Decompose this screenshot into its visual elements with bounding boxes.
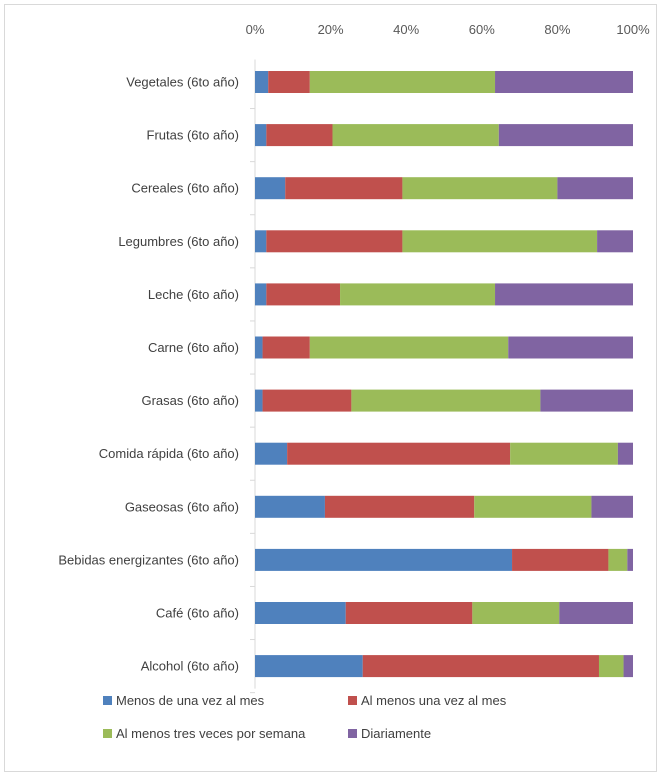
x-tick-label: 20%: [318, 22, 344, 37]
bar-segment-series-1: [255, 283, 267, 306]
x-tick-label: 60%: [469, 22, 495, 37]
category-label: Cereales (6to año): [131, 181, 239, 196]
bar-segment-series-4: [540, 389, 633, 412]
bar-segment-series-4: [591, 495, 633, 518]
legend-label: Diariamente: [361, 726, 431, 741]
bar-segment-series-3: [402, 177, 558, 200]
bar-segment-series-1: [255, 177, 286, 200]
legend-swatch: [103, 729, 112, 738]
legend-swatch: [348, 696, 357, 705]
bar-segment-series-1: [255, 124, 267, 147]
bar-segment-series-3: [608, 548, 628, 571]
bar-segment-series-1: [255, 336, 263, 359]
category-label: Bebidas energizantes (6to año): [58, 552, 239, 567]
bar-segment-series-4: [623, 655, 633, 678]
x-tick-label: 0%: [246, 22, 265, 37]
bar-segment-series-3: [402, 230, 598, 253]
category-label: Grasas (6to año): [141, 393, 239, 408]
bar-segment-series-2: [324, 495, 475, 518]
bar-segment-series-3: [340, 283, 496, 306]
category-label: Café (6to año): [156, 606, 239, 621]
legend-swatch: [103, 696, 112, 705]
bar-segment-series-2: [287, 442, 511, 465]
x-tick-label: 80%: [544, 22, 570, 37]
category-label: Alcohol (6to año): [141, 659, 239, 674]
bar-segment-series-4: [617, 442, 633, 465]
bar-segment-series-2: [285, 177, 403, 200]
category-label: Frutas (6to año): [147, 128, 240, 143]
x-tick-label: 100%: [616, 22, 650, 37]
bar-segment-series-3: [474, 495, 592, 518]
bar-segment-series-4: [559, 602, 633, 624]
bar-segment-series-2: [345, 602, 473, 624]
bar-segment-series-4: [495, 283, 633, 306]
category-label: Leche (6to año): [148, 287, 239, 302]
bar-segment-series-1: [255, 602, 346, 624]
legend-swatch: [348, 729, 357, 738]
bar-segment-series-2: [362, 655, 599, 678]
bar-segment-series-1: [255, 442, 288, 465]
category-label: Gaseosas (6to año): [125, 499, 239, 514]
bar-segment-series-4: [627, 548, 633, 571]
bar-segment-series-3: [309, 71, 496, 93]
bar-segment-series-3: [510, 442, 618, 465]
category-label: Carne (6to año): [148, 340, 239, 355]
x-tick-label: 40%: [393, 22, 419, 37]
bar-segment-series-2: [266, 283, 341, 306]
bar-segment-series-2: [512, 548, 609, 571]
bar-segment-series-2: [266, 230, 403, 253]
bar-segment-series-4: [498, 124, 633, 147]
bar-segment-series-4: [495, 71, 633, 93]
bar-segment-series-2: [262, 336, 310, 359]
bar-segment-series-3: [309, 336, 509, 359]
bar-segment-series-1: [255, 655, 363, 678]
bar-segment-series-4: [557, 177, 633, 200]
bar-segment-series-2: [268, 71, 310, 93]
bar-segment-series-1: [255, 389, 263, 412]
category-label: Legumbres (6to año): [118, 234, 239, 249]
bar-segment-series-3: [598, 655, 624, 678]
bar-segment-series-4: [508, 336, 633, 359]
legend-label: Menos de una vez al mes: [116, 693, 265, 708]
bar-segment-series-1: [255, 71, 269, 93]
bar-segment-series-3: [332, 124, 499, 147]
legend-label: Al menos tres veces por semana: [116, 726, 306, 741]
bar-segment-series-2: [262, 389, 352, 412]
category-label: Vegetales (6to año): [126, 75, 239, 90]
bar-segment-series-2: [266, 124, 333, 147]
bar-segment-series-3: [472, 602, 560, 624]
bar-segment-series-4: [597, 230, 633, 253]
bar-segment-series-3: [351, 389, 541, 412]
bar-segment-series-1: [255, 230, 267, 253]
legend-label: Al menos una vez al mes: [361, 693, 507, 708]
category-label: Comida rápida (6to año): [99, 446, 239, 461]
bar-segment-series-1: [255, 495, 325, 518]
bar-segment-series-1: [255, 548, 513, 571]
